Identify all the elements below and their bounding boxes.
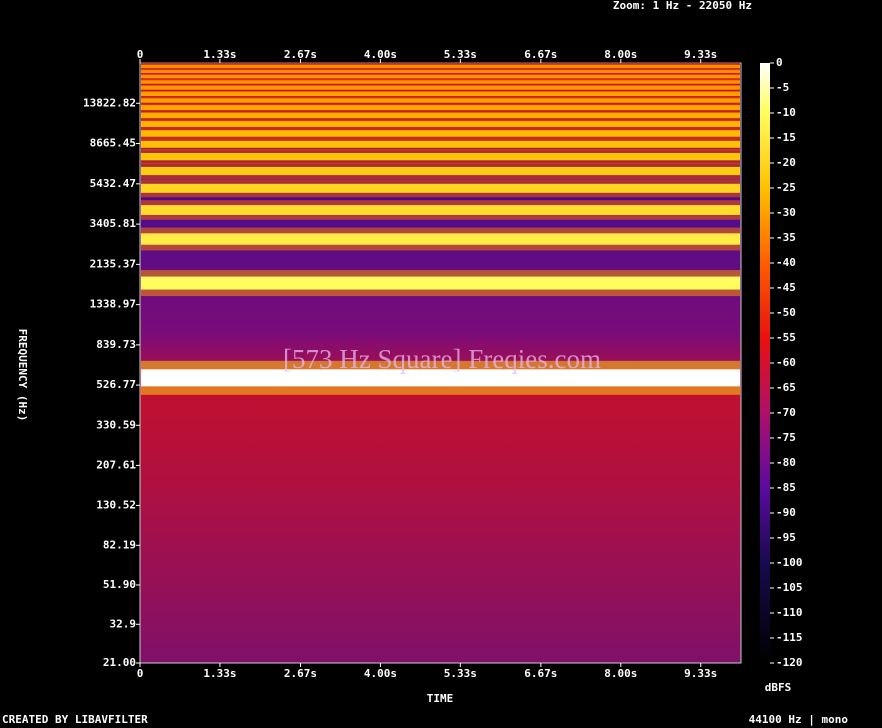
- colorbar-tick-label: -15: [776, 131, 796, 144]
- colorbar-tick-label: -20: [776, 156, 796, 169]
- colorbar-tick-label: -5: [776, 81, 789, 94]
- harmonic-band: [141, 91, 740, 97]
- colorbar-tick-label: -70: [776, 406, 796, 419]
- watermark: [573 Hz Square] Freqies.com: [283, 344, 601, 374]
- harmonic-band: [141, 140, 740, 148]
- colorbar-tick-label: -25: [776, 181, 796, 194]
- harmonic-band: [141, 130, 740, 137]
- footer-left: CREATED BY LIBAVFILTER: [2, 713, 148, 726]
- y-tick-label: 526.77: [96, 378, 136, 391]
- x-tick-label-top: 1.33s: [203, 48, 236, 61]
- y-axis-label: FREQUENCY (Hz): [16, 329, 29, 422]
- y-tick-label: 1338.97: [90, 298, 136, 311]
- colorbar-tick-label: 0: [776, 56, 783, 69]
- colorbar-tick-label: -40: [776, 256, 796, 269]
- y-tick-label: 82.19: [103, 538, 136, 551]
- harmonic-band: [141, 85, 740, 90]
- colorbar-tick-label: -35: [776, 231, 796, 244]
- x-tick-label-top: 0: [137, 48, 144, 61]
- colorbar-tick-label: -115: [776, 631, 803, 644]
- y-tick-label: 839.73: [96, 338, 136, 351]
- y-tick-label: 8665.45: [90, 137, 136, 150]
- zoom-label: Zoom: 1 Hz - 22050 Hz: [613, 0, 752, 12]
- x-axis-label: TIME: [427, 692, 454, 705]
- harmonic-band: [141, 104, 740, 111]
- x-tick-label: 4.00s: [364, 667, 397, 680]
- colorbar-tick-label: -10: [776, 106, 796, 119]
- harmonic-band: [141, 183, 740, 193]
- y-tick-label: 130.52: [96, 498, 136, 511]
- y-tick-label: 21.00: [103, 656, 136, 669]
- harmonic-band: [141, 74, 740, 79]
- y-tick-label: 2135.37: [90, 257, 136, 270]
- colorbar: [760, 63, 770, 663]
- x-tick-label-top: 8.00s: [604, 48, 637, 61]
- x-tick-label-top: 5.33s: [444, 48, 477, 61]
- y-tick-label: 32.9: [110, 617, 137, 630]
- x-tick-label: 2.67s: [284, 667, 317, 680]
- y-tick-label: 5432.47: [90, 177, 136, 190]
- harmonic-band: [141, 369, 740, 387]
- y-tick-label: 51.90: [103, 578, 136, 591]
- colorbar-tick-label: -100: [776, 556, 803, 569]
- y-tick-label: 207.61: [96, 458, 136, 471]
- colorbar-tick-label: -80: [776, 456, 796, 469]
- colorbar-label: dBFS: [765, 681, 792, 694]
- colorbar-tick-label: -90: [776, 506, 796, 519]
- x-tick-label: 8.00s: [604, 667, 637, 680]
- x-tick-label-top: 9.33s: [684, 48, 717, 61]
- colorbar-tick-label: -65: [776, 381, 796, 394]
- x-tick-label: 0: [137, 667, 144, 680]
- x-tick-label: 1.33s: [203, 667, 236, 680]
- y-tick-label: 13822.82: [83, 96, 136, 109]
- x-tick-label: 5.33s: [444, 667, 477, 680]
- colorbar-tick-label: -50: [776, 306, 796, 319]
- colorbar-tick-label: -120: [776, 656, 803, 669]
- colorbar-tick-label: -95: [776, 531, 796, 544]
- harmonic-band: [141, 69, 740, 74]
- x-tick-label: 6.67s: [524, 667, 557, 680]
- harmonic-band: [141, 205, 740, 215]
- x-tick-label-top: 6.67s: [524, 48, 557, 61]
- harmonic-band: [141, 120, 740, 127]
- harmonic-band: [141, 276, 740, 290]
- colorbar-tick-label: -110: [776, 606, 803, 619]
- harmonic-band: [141, 97, 740, 103]
- x-tick-label-top: 4.00s: [364, 48, 397, 61]
- colorbar-tick-label: -75: [776, 431, 796, 444]
- x-tick-label: 9.33s: [684, 667, 717, 680]
- harmonic-band: [141, 166, 740, 176]
- y-tick-label: 330.59: [96, 418, 136, 431]
- colorbar-tick-label: -105: [776, 581, 803, 594]
- colorbar-tick-label: -60: [776, 356, 796, 369]
- x-tick-label-top: 2.67s: [284, 48, 317, 61]
- footer-right: 44100 Hz | mono: [749, 713, 849, 726]
- harmonic-band: [141, 112, 740, 119]
- colorbar-tick-label: -85: [776, 481, 796, 494]
- harmonic-band: [141, 64, 740, 69]
- harmonic-band: [141, 152, 740, 161]
- colorbar-tick-label: -55: [776, 331, 796, 344]
- harmonic-band: [141, 233, 740, 245]
- y-tick-label: 3405.81: [90, 217, 137, 230]
- colorbar-tick-label: -45: [776, 281, 796, 294]
- harmonic-band: [141, 79, 740, 84]
- colorbar-tick-label: -30: [776, 206, 796, 219]
